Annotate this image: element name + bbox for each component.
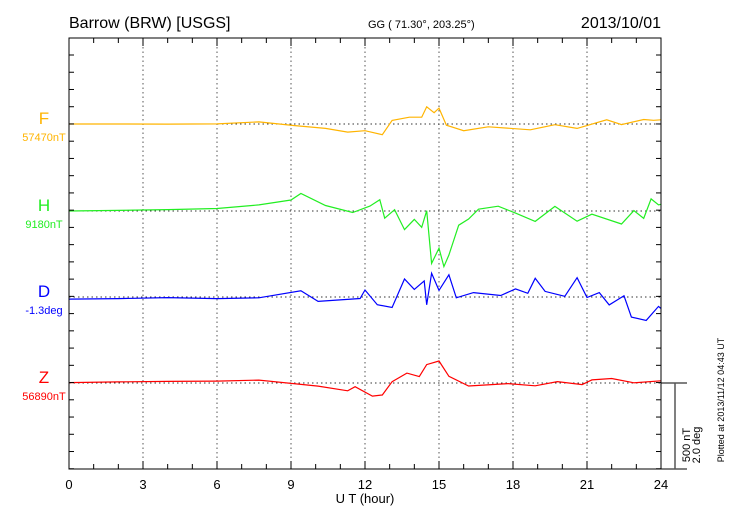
- plotted-timestamp: Plotted at 2013/11/12 04:43 UT: [716, 337, 726, 462]
- x-tick-label: 15: [432, 477, 446, 492]
- x-tick-label: 6: [213, 477, 220, 492]
- trace-D: [68, 271, 662, 322]
- baseline-value-H: 9180nT: [25, 219, 63, 231]
- x-tick-label: 9: [287, 477, 294, 492]
- scale-deg-label: 2.0 deg: [691, 427, 703, 464]
- baseline-value-D: -1.3deg: [25, 305, 62, 317]
- trace-Z: [68, 360, 662, 397]
- series-labels: F 57470nT H 9180nT D -1.3deg Z 56890nT: [22, 109, 66, 403]
- series-name-D: D: [38, 282, 50, 301]
- trace-F: [69, 105, 662, 136]
- x-tick-label: 18: [506, 477, 520, 492]
- series-name-H: H: [38, 196, 50, 215]
- series-name-F: F: [39, 109, 49, 128]
- x-tick-label: 0: [65, 477, 72, 492]
- station-title: Barrow (BRW) [USGS]: [69, 15, 231, 32]
- x-tick-labels: 0 3 6 9 12 15 18 21 24: [65, 477, 668, 492]
- x-tick-label: 3: [139, 477, 146, 492]
- x-tick-label: 21: [580, 477, 594, 492]
- grid: [69, 38, 661, 469]
- date-label: 2013/10/01: [581, 15, 661, 32]
- series-name-Z: Z: [39, 368, 49, 387]
- baseline-value-Z: 56890nT: [22, 391, 66, 403]
- x-axis-label: U T (hour): [336, 491, 395, 506]
- x-tick-label: 12: [358, 477, 372, 492]
- x-tick-label: 24: [654, 477, 668, 492]
- axis-ticks: [68, 38, 662, 470]
- plot-frame: [68, 37, 662, 470]
- traces: [68, 105, 662, 397]
- coordinates-label: GG ( 71.30°, 203.25°): [368, 19, 475, 31]
- scale-nt-label: 500 nT: [681, 428, 693, 463]
- trace-H: [68, 192, 662, 269]
- scale-bar: 500 nT 2.0 deg: [661, 382, 703, 470]
- baseline-value-F: 57470nT: [22, 132, 66, 144]
